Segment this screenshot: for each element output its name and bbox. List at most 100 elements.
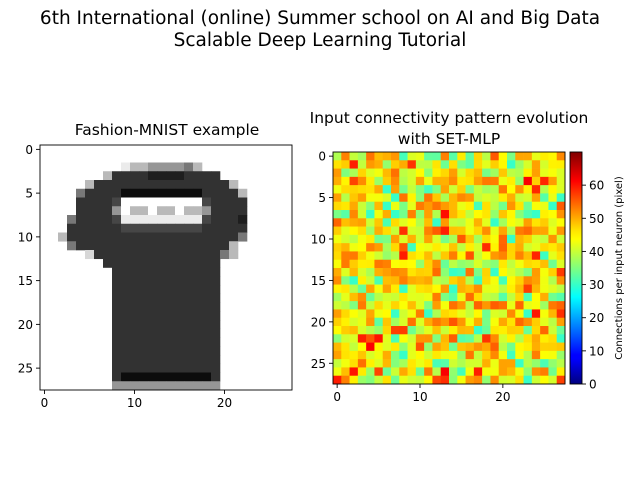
- heatmap-cell: [374, 259, 384, 269]
- pixel-cell: [157, 381, 167, 391]
- y-tick-label: 20: [18, 318, 33, 332]
- pixel-cell: [184, 293, 194, 303]
- heatmap-cell: [515, 243, 524, 252]
- pixel-cell: [139, 267, 149, 277]
- heatmap-cell: [341, 317, 350, 327]
- heatmap-cell: [523, 342, 533, 352]
- colorbar-ticks: 0 10 20 30 40 50 60: [582, 179, 604, 392]
- heatmap-cell: [515, 268, 524, 277]
- heatmap-cell: [490, 326, 500, 335]
- heatmap-cell: [349, 276, 359, 285]
- pixel-cell: [229, 241, 239, 251]
- pixel-cell: [139, 346, 149, 356]
- heatmap-cell: [540, 367, 549, 377]
- heatmap-cell: [498, 326, 508, 335]
- pixel-cell: [175, 302, 185, 312]
- connectivity-heatmap: [333, 152, 566, 385]
- heatmap-cell: [440, 226, 450, 236]
- heatmap-cell: [399, 284, 408, 294]
- heatmap-cell: [515, 193, 524, 203]
- heatmap-cell: [333, 375, 342, 385]
- heatmap-cell: [440, 259, 450, 269]
- heatmap-cell: [556, 201, 566, 211]
- heatmap-cell: [449, 359, 458, 368]
- pixel-cell: [139, 276, 149, 286]
- pixel-cell: [112, 258, 122, 268]
- colorbar-gradient: [570, 152, 582, 384]
- pixel-cell: [193, 328, 203, 338]
- pixel-cell: [121, 337, 131, 347]
- heatmap-cell: [333, 201, 342, 211]
- heatmap-cell: [457, 176, 466, 186]
- pixel-cell: [94, 215, 104, 225]
- pixel-cell: [103, 232, 113, 242]
- heatmap-cell: [531, 168, 541, 178]
- pixel-cell: [85, 232, 95, 242]
- heatmap-cell: [449, 243, 458, 252]
- heatmap-cell: [498, 334, 508, 343]
- heatmap-cell: [523, 309, 533, 319]
- heatmap-cell: [473, 284, 483, 294]
- pixel-cell: [139, 215, 149, 225]
- heatmap-cell: [507, 160, 516, 169]
- pixel-cell: [238, 206, 248, 216]
- heatmap-cell: [374, 251, 384, 261]
- pixel-cell: [112, 232, 122, 242]
- heatmap-cell: [507, 234, 516, 244]
- heatmap-cell: [333, 226, 342, 236]
- heatmap-cell: [523, 259, 533, 269]
- heatmap-cell: [440, 326, 450, 335]
- heatmap-cell: [391, 234, 400, 244]
- heatmap-cell: [382, 168, 392, 178]
- heatmap-cell: [531, 342, 541, 352]
- heatmap-cell: [424, 234, 433, 244]
- heatmap-cell: [366, 201, 375, 211]
- heatmap-cell: [374, 152, 384, 161]
- heatmap-cell: [333, 350, 342, 360]
- pixel-cell: [157, 346, 167, 356]
- heatmap-cell: [548, 160, 558, 169]
- pixel-cell: [139, 258, 149, 268]
- heatmap-cell: [391, 276, 400, 285]
- heatmap-cell: [349, 375, 359, 385]
- heatmap-cell: [540, 317, 549, 327]
- heatmap-cell: [341, 201, 350, 211]
- heatmap-cell: [498, 317, 508, 327]
- heatmap-cell: [366, 367, 375, 377]
- heatmap-cell: [473, 160, 483, 169]
- heatmap-cell: [333, 317, 342, 327]
- heatmap-cell: [407, 218, 417, 227]
- pixel-cell: [94, 250, 104, 260]
- pixel-cell: [148, 258, 158, 268]
- pixel-cell: [202, 241, 212, 251]
- heatmap-cell: [349, 301, 359, 310]
- heatmap-cell: [366, 160, 375, 169]
- heatmap-cell: [407, 185, 417, 194]
- heatmap-cell: [531, 176, 541, 186]
- heatmap-cell: [482, 201, 491, 211]
- pixel-cell: [166, 311, 176, 321]
- heatmap-cell: [490, 234, 500, 244]
- heatmap-cell: [374, 326, 384, 335]
- pixel-cell: [211, 320, 221, 330]
- heatmap-cell: [399, 226, 408, 236]
- heatmap-cell: [357, 251, 367, 261]
- pixel-cell: [67, 223, 77, 233]
- heatmap-cell: [333, 152, 342, 161]
- pixel-cell: [121, 293, 131, 303]
- pixel-cell: [139, 293, 149, 303]
- heatmap-cell: [407, 359, 417, 368]
- heatmap-cell: [548, 201, 558, 211]
- heatmap-cell: [407, 210, 417, 219]
- heatmap-cell: [515, 160, 524, 169]
- heatmap-cell: [531, 350, 541, 360]
- heatmap-cell: [482, 284, 491, 294]
- heatmap-cell: [440, 334, 450, 343]
- heatmap-cell: [440, 276, 450, 285]
- pixel-cell: [202, 180, 212, 190]
- heatmap-cell: [540, 210, 549, 219]
- heatmap-cell: [548, 234, 558, 244]
- heatmap-cell: [341, 375, 350, 385]
- heatmap-cell: [432, 243, 442, 252]
- heatmap-cell: [473, 276, 483, 285]
